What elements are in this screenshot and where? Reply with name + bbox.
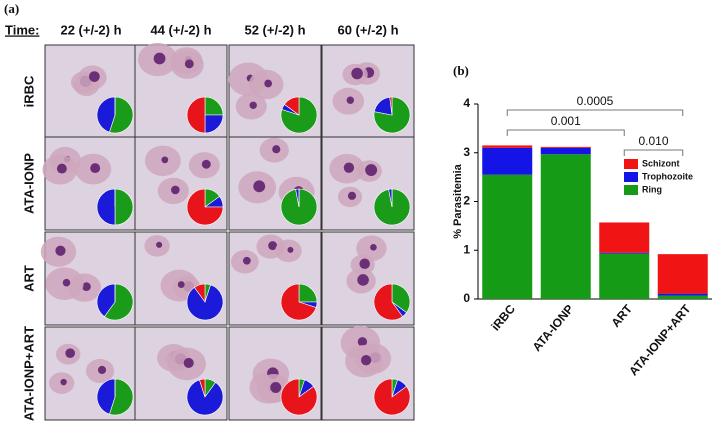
bar-segment	[657, 293, 708, 296]
parasite	[161, 156, 169, 164]
column-header: 22 (+/-2) h	[60, 22, 121, 37]
parasite	[357, 274, 369, 286]
row-label: ART	[21, 265, 36, 292]
pie-slice	[96, 378, 116, 415]
legend-swatch	[624, 172, 638, 182]
parasite	[201, 159, 211, 169]
pie-slice	[391, 283, 411, 313]
bar-segment	[599, 252, 650, 254]
p-value: 0.010	[638, 134, 668, 148]
parasite	[171, 185, 180, 195]
parasite	[183, 357, 194, 368]
p-value: 0.0005	[577, 94, 614, 108]
parasite	[62, 278, 71, 287]
bar-segment	[540, 146, 591, 148]
pie-slice	[109, 96, 134, 134]
parasite	[264, 79, 272, 88]
pie-slice	[199, 378, 206, 398]
y-tick-label: 1	[463, 242, 470, 256]
parasite	[351, 67, 363, 80]
parasite	[60, 378, 67, 386]
significance-bracket	[623, 149, 684, 156]
panel-label: (a)	[4, 1, 19, 16]
pie-slice	[186, 188, 224, 226]
parasite	[65, 348, 75, 359]
pie-slice	[280, 378, 318, 416]
pie-slice	[96, 96, 116, 133]
parasite	[359, 258, 370, 270]
pie-slice	[104, 283, 134, 321]
row-label: iRBC	[21, 75, 36, 107]
parasite	[90, 163, 101, 174]
pie-slice	[373, 283, 403, 321]
pie-slice	[186, 379, 224, 416]
bar-segment	[657, 254, 708, 294]
y-axis-label: % Parasitemia	[452, 163, 464, 238]
p-value: 0.001	[551, 114, 581, 128]
legend-swatch	[624, 185, 638, 195]
parasite	[55, 245, 66, 256]
column-header: 52 (+/-2) h	[244, 22, 305, 37]
parasite	[357, 337, 368, 347]
parasite	[156, 241, 163, 248]
legend-swatch	[624, 159, 638, 169]
parasite	[365, 164, 378, 177]
pie-slice	[109, 378, 134, 416]
bar-segment	[482, 145, 533, 148]
significance-bracket	[506, 109, 684, 116]
parasite	[343, 162, 355, 173]
parasite	[287, 246, 294, 253]
time-label: Time:	[5, 22, 39, 37]
parasite	[242, 256, 251, 265]
column-header: 44 (+/-2) h	[150, 22, 211, 37]
parasite	[270, 382, 282, 393]
bar-segment	[599, 253, 650, 299]
bar-segment	[482, 174, 533, 299]
significance-bracket	[506, 129, 625, 136]
parasite	[153, 52, 166, 65]
pie-slice	[389, 96, 393, 116]
parasite	[177, 281, 185, 288]
parasite	[360, 355, 372, 366]
pie-slice	[194, 283, 206, 303]
parasite	[347, 191, 357, 200]
pie-slice	[114, 188, 134, 226]
bar-segment	[540, 154, 591, 299]
legend-label: Trophozoite	[642, 171, 693, 181]
pie-slice	[186, 96, 206, 134]
parasite	[370, 243, 377, 251]
y-tick-label: 4	[463, 96, 470, 110]
bar-segment	[540, 147, 591, 155]
y-tick-label: 3	[463, 145, 470, 159]
pie-slice	[284, 96, 300, 116]
pie-slice	[280, 283, 317, 321]
bar-segment	[599, 222, 650, 253]
legend-label: Ring	[642, 184, 662, 194]
pie-slice	[373, 378, 411, 416]
row-label: ATA-IONP+ART	[21, 326, 36, 421]
parasite	[253, 180, 266, 193]
parasite	[89, 71, 100, 82]
column-header: 60 (+/-2) h	[337, 22, 398, 37]
pie-slice	[96, 283, 116, 317]
parasite	[249, 101, 257, 109]
pie-slice	[96, 188, 116, 226]
legend-label: Schizont	[642, 158, 680, 168]
y-tick-label: 0	[463, 291, 470, 305]
bar-segment	[482, 147, 533, 175]
bar-segment	[657, 295, 708, 299]
parasite	[97, 365, 107, 375]
parasite	[272, 145, 281, 154]
parasite	[268, 241, 278, 251]
y-tick-label: 2	[463, 194, 470, 208]
parasite	[81, 282, 91, 292]
row-label: ATA-IONP	[21, 153, 36, 214]
parasite	[56, 163, 67, 174]
parasite	[346, 96, 355, 104]
panel-label: (b)	[453, 63, 469, 78]
parasite	[184, 59, 194, 69]
